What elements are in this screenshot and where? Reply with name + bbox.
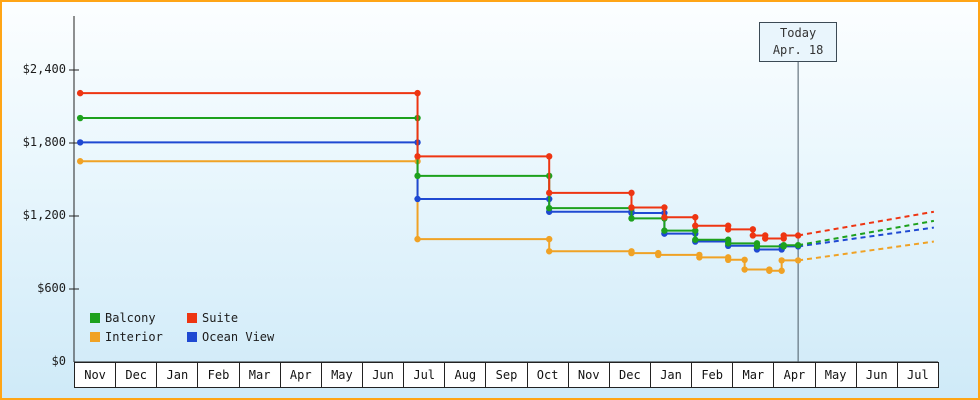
y-axis-tick-label: $0 — [51, 354, 66, 368]
x-axis-month-cell: Dec — [609, 363, 651, 387]
x-axis-month-cell: Apr — [280, 363, 322, 387]
price-point-suite — [546, 153, 553, 160]
price-point-balcony — [76, 114, 84, 122]
price-point-interior — [546, 248, 553, 255]
x-axis-month-cell: Apr — [774, 363, 816, 387]
price-point-balcony — [661, 227, 668, 234]
x-axis-month-cell: Jan — [157, 363, 199, 387]
price-point-balcony — [724, 240, 732, 247]
legend-item-ocean-view[interactable]: Ocean View — [187, 330, 327, 344]
price-point-balcony — [546, 204, 553, 212]
x-axis-month-cell: Nov — [568, 363, 610, 387]
price-point-suite — [692, 222, 699, 229]
x-axis-month-cell: Mar — [239, 363, 281, 387]
price-point-suite — [414, 89, 421, 97]
price-point-suite — [794, 232, 802, 239]
price-point-interior — [741, 266, 748, 273]
price-point-suite — [546, 189, 553, 197]
price-point-balcony — [692, 236, 699, 243]
x-axis-month-cell: Feb — [692, 363, 734, 387]
price-point-interior — [655, 251, 662, 259]
price-point-balcony — [628, 215, 635, 222]
x-axis-month-cell: Jun — [856, 363, 898, 387]
price-point-ocean-view — [76, 139, 84, 146]
legend-swatch-interior — [90, 332, 100, 342]
price-point-suite — [414, 153, 421, 160]
series-forecast-suite — [797, 210, 935, 237]
series-line-balcony — [80, 117, 799, 248]
price-point-suite — [661, 204, 668, 211]
price-point-balcony — [414, 172, 421, 180]
price-point-balcony — [753, 243, 761, 250]
price-point-balcony — [692, 227, 699, 234]
x-axis-month-cell: Nov — [75, 363, 117, 387]
price-point-balcony — [794, 242, 802, 249]
price-point-suite — [780, 232, 787, 239]
legend-swatch-balcony — [90, 313, 100, 323]
price-point-suite — [76, 89, 84, 97]
price-point-interior — [778, 257, 785, 264]
series-forecast-balcony — [797, 219, 935, 247]
x-axis-month-cell: Oct — [527, 363, 569, 387]
price-point-suite — [628, 204, 635, 211]
x-axis-month-cell: Jun — [362, 363, 405, 387]
x-axis-month-cell: Jul — [897, 363, 938, 387]
price-point-interior — [76, 158, 84, 165]
price-point-interior — [414, 235, 421, 243]
y-axis-tick-label: $1,200 — [22, 208, 66, 222]
price-point-interior — [628, 249, 635, 257]
x-axis-month-cell: May — [321, 363, 363, 387]
today-date: Apr. 18 — [772, 43, 824, 57]
price-point-interior — [724, 256, 732, 263]
series-line-suite — [80, 92, 799, 240]
y-axis-tick-label: $1,800 — [22, 135, 66, 149]
x-axis-month-row: Nov Dec Jan Feb Mar Apr May Jun Jul Aug Sep Oct Nov D… — [74, 362, 939, 388]
series-line-interior — [80, 160, 799, 272]
price-point-suite — [628, 189, 635, 197]
x-axis-month-cell: Feb — [198, 363, 240, 387]
legend-label: Balcony — [105, 311, 156, 325]
x-axis-month-cell: Jul — [404, 363, 446, 387]
x-axis-month-cell: Dec — [116, 363, 158, 387]
x-axis-month-cell: May — [815, 363, 857, 387]
x-axis-month-cell: Jan — [650, 363, 693, 387]
series-line-ocean-view — [80, 141, 799, 251]
price-point-suite — [749, 226, 757, 233]
legend-swatch-ocean-view — [187, 332, 197, 342]
price-point-suite — [661, 214, 668, 221]
price-point-interior — [766, 267, 773, 274]
price-point-suite — [692, 214, 699, 221]
legend-label: Ocean View — [202, 330, 275, 344]
x-axis-month-cell: Mar — [733, 363, 775, 387]
today-marker-box: Today Apr. 18 — [759, 22, 838, 62]
y-axis-tick-label: $2,400 — [22, 62, 66, 76]
series-forecast-ocean-view — [797, 226, 935, 248]
legend-label: Interior — [105, 330, 163, 344]
price-point-suite — [724, 226, 732, 233]
x-axis-month-cell: Aug — [445, 363, 487, 387]
price-point-suite — [749, 232, 757, 239]
price-point-balcony — [780, 242, 787, 249]
today-label: Today — [780, 26, 817, 40]
price-point-interior — [778, 267, 785, 274]
legend-item-balcony[interactable]: Balcony — [90, 311, 187, 325]
legend-item-interior[interactable]: Interior — [90, 330, 187, 344]
y-axis-tick-label: $600 — [37, 281, 66, 295]
legend-item-suite[interactable]: Suite — [187, 311, 327, 325]
price-point-suite — [762, 235, 769, 242]
series-forecast-interior — [797, 240, 935, 262]
price-point-ocean-view — [414, 195, 421, 203]
price-point-interior — [794, 257, 802, 264]
legend-label: Suite — [202, 311, 239, 325]
legend-swatch-suite — [187, 313, 197, 323]
price-point-interior — [696, 254, 703, 261]
price-point-interior — [741, 256, 748, 263]
price-point-interior — [546, 235, 553, 243]
chart-legend: Balcony Suite Interior Ocean View — [90, 311, 327, 344]
x-axis-month-cell: Sep — [486, 363, 528, 387]
